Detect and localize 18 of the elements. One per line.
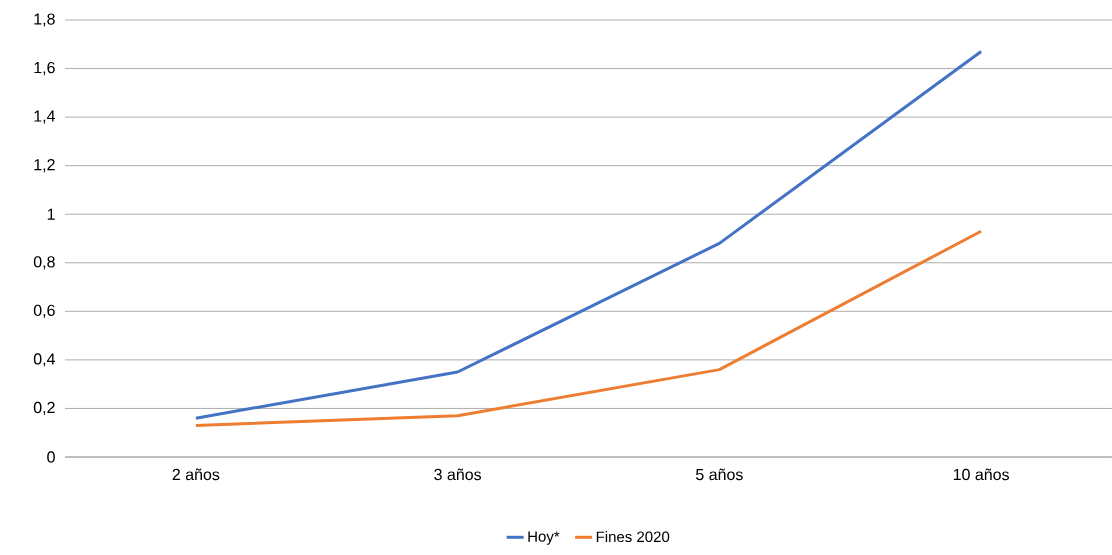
y-tick-label: 0,4 <box>33 353 56 367</box>
x-tick-label: 2 años <box>172 468 220 481</box>
y-tick-label: 0,8 <box>33 256 55 270</box>
legend-label: Fines 2020 <box>596 531 670 543</box>
y-tick-label: 1,2 <box>34 159 55 173</box>
y-tick-label: 0,6 <box>33 304 55 318</box>
x-tick-label: 3 años <box>434 468 482 481</box>
x-tick-label: 5 años <box>695 468 743 481</box>
x-tick-label: 10 años <box>953 468 1009 481</box>
y-tick-label: 0 <box>47 451 55 463</box>
y-tick-label: 1 <box>47 208 55 220</box>
y-tick-label: 1,4 <box>34 110 56 124</box>
line-series <box>194 50 983 420</box>
y-tick-label: 0,2 <box>33 401 55 416</box>
y-tick-label: 1,8 <box>34 13 55 27</box>
line-series <box>194 229 983 427</box>
legend-label: Hoy* <box>528 531 560 545</box>
y-tick-label: 1,6 <box>34 61 55 76</box>
